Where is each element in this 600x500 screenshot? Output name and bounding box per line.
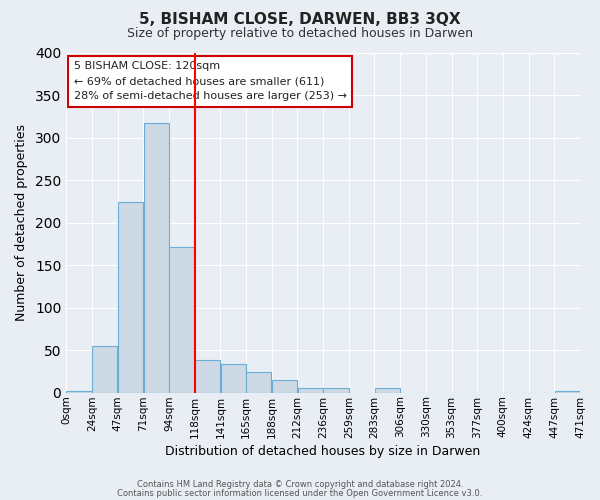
Text: Contains public sector information licensed under the Open Government Licence v3: Contains public sector information licen… (118, 488, 482, 498)
Bar (118, 202, 143, 392)
Y-axis label: Number of detached properties: Number of detached properties (15, 124, 28, 322)
Text: 5 BISHAM CLOSE: 120sqm
← 69% of detached houses are smaller (611)
28% of semi-de: 5 BISHAM CLOSE: 120sqm ← 69% of detached… (74, 62, 347, 101)
Bar (375, 388, 400, 392)
Bar (246, 372, 271, 392)
Bar (195, 360, 220, 392)
Bar (143, 122, 169, 392)
Bar (221, 364, 246, 392)
Bar (92, 346, 118, 393)
X-axis label: Distribution of detached houses by size in Darwen: Distribution of detached houses by size … (166, 444, 481, 458)
Bar (554, 391, 580, 392)
Text: Size of property relative to detached houses in Darwen: Size of property relative to detached ho… (127, 28, 473, 40)
Bar (298, 388, 323, 392)
Text: 5, BISHAM CLOSE, DARWEN, BB3 3QX: 5, BISHAM CLOSE, DARWEN, BB3 3QX (139, 12, 461, 28)
Bar (323, 388, 349, 392)
Bar (67, 391, 92, 392)
Text: Contains HM Land Registry data © Crown copyright and database right 2024.: Contains HM Land Registry data © Crown c… (137, 480, 463, 489)
Bar (169, 246, 194, 392)
Bar (272, 380, 297, 392)
